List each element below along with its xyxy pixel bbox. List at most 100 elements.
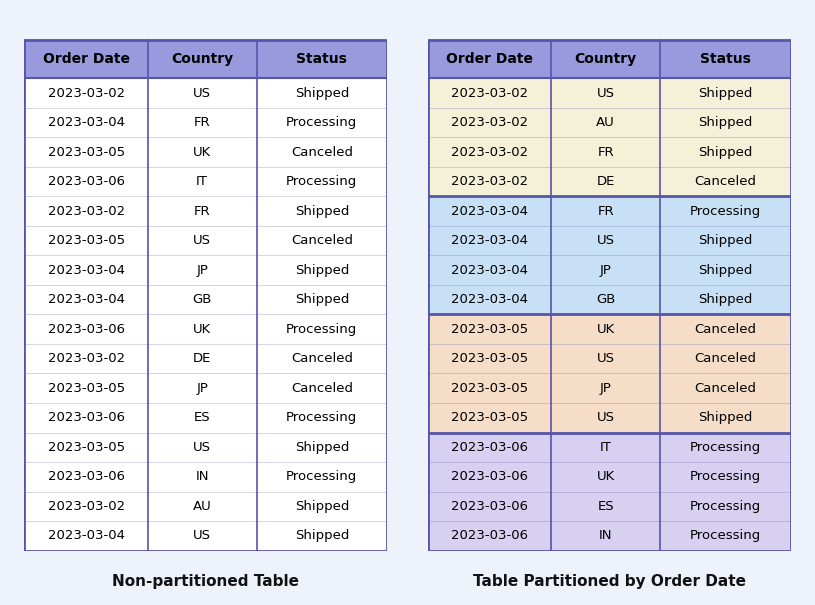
- Text: Shipped: Shipped: [295, 293, 349, 306]
- Text: Processing: Processing: [689, 441, 761, 454]
- Text: 2023-03-06: 2023-03-06: [451, 441, 528, 454]
- Text: 2023-03-04: 2023-03-04: [47, 116, 125, 129]
- Text: 2023-03-04: 2023-03-04: [47, 264, 125, 276]
- Text: Canceled: Canceled: [291, 234, 353, 247]
- Bar: [24, 197, 387, 226]
- Bar: [428, 40, 791, 79]
- Text: 2023-03-05: 2023-03-05: [451, 382, 528, 394]
- Text: FR: FR: [597, 204, 614, 218]
- Text: 2023-03-04: 2023-03-04: [451, 293, 528, 306]
- Text: Shipped: Shipped: [698, 234, 752, 247]
- Text: Status: Status: [700, 52, 751, 66]
- Bar: [428, 79, 791, 108]
- Text: IN: IN: [599, 529, 612, 542]
- Text: JP: JP: [196, 264, 208, 276]
- Text: 2023-03-06: 2023-03-06: [47, 411, 125, 424]
- Text: 2023-03-02: 2023-03-02: [451, 87, 528, 100]
- Text: 2023-03-06: 2023-03-06: [47, 175, 125, 188]
- Text: 2023-03-05: 2023-03-05: [451, 411, 528, 424]
- Text: Shipped: Shipped: [698, 87, 752, 100]
- Text: 2023-03-06: 2023-03-06: [451, 529, 528, 542]
- Bar: [24, 226, 387, 255]
- Text: Table Partitioned by Order Date: Table Partitioned by Order Date: [473, 574, 746, 589]
- Bar: [24, 137, 387, 167]
- Text: 2023-03-04: 2023-03-04: [47, 293, 125, 306]
- Text: UK: UK: [597, 470, 615, 483]
- Text: FR: FR: [597, 146, 614, 159]
- Bar: [24, 491, 387, 521]
- Bar: [428, 285, 791, 315]
- Text: Canceled: Canceled: [694, 352, 756, 365]
- Text: 2023-03-02: 2023-03-02: [451, 146, 528, 159]
- Text: Canceled: Canceled: [291, 382, 353, 394]
- Text: Processing: Processing: [689, 470, 761, 483]
- Text: UK: UK: [193, 146, 211, 159]
- Text: US: US: [193, 87, 211, 100]
- Text: 2023-03-06: 2023-03-06: [47, 470, 125, 483]
- Text: Country: Country: [575, 52, 637, 66]
- Bar: [24, 285, 387, 315]
- Text: US: US: [193, 234, 211, 247]
- Text: US: US: [193, 529, 211, 542]
- Text: US: US: [597, 87, 615, 100]
- Text: FR: FR: [194, 204, 210, 218]
- Text: Canceled: Canceled: [291, 352, 353, 365]
- Text: Country: Country: [171, 52, 233, 66]
- Text: AU: AU: [597, 116, 615, 129]
- Text: US: US: [597, 352, 615, 365]
- Text: IT: IT: [600, 441, 611, 454]
- Text: 2023-03-06: 2023-03-06: [451, 470, 528, 483]
- Text: Shipped: Shipped: [698, 146, 752, 159]
- Text: 2023-03-04: 2023-03-04: [47, 529, 125, 542]
- Text: 2023-03-05: 2023-03-05: [47, 234, 125, 247]
- Text: US: US: [597, 411, 615, 424]
- Text: Processing: Processing: [286, 322, 358, 336]
- Text: Order Date: Order Date: [42, 52, 130, 66]
- Text: Shipped: Shipped: [295, 87, 349, 100]
- Text: IT: IT: [196, 175, 208, 188]
- Text: Canceled: Canceled: [694, 322, 756, 336]
- Text: Status: Status: [297, 52, 347, 66]
- Text: 2023-03-05: 2023-03-05: [47, 382, 125, 394]
- Text: UK: UK: [193, 322, 211, 336]
- Text: 2023-03-06: 2023-03-06: [451, 500, 528, 513]
- Text: 2023-03-02: 2023-03-02: [47, 87, 125, 100]
- Text: JP: JP: [196, 382, 208, 394]
- Text: Processing: Processing: [689, 529, 761, 542]
- Bar: [428, 433, 791, 462]
- Bar: [428, 521, 791, 551]
- Text: 2023-03-04: 2023-03-04: [451, 234, 528, 247]
- Text: Shipped: Shipped: [698, 293, 752, 306]
- Text: Order Date: Order Date: [446, 52, 533, 66]
- Text: 2023-03-02: 2023-03-02: [451, 116, 528, 129]
- Text: Processing: Processing: [689, 204, 761, 218]
- Bar: [428, 403, 791, 433]
- Bar: [428, 197, 791, 226]
- Text: Processing: Processing: [286, 116, 358, 129]
- Bar: [24, 344, 387, 373]
- Text: US: US: [193, 441, 211, 454]
- Bar: [428, 167, 791, 197]
- Text: GB: GB: [596, 293, 615, 306]
- Text: Canceled: Canceled: [291, 146, 353, 159]
- Text: GB: GB: [192, 293, 212, 306]
- Text: 2023-03-04: 2023-03-04: [451, 264, 528, 276]
- Text: Shipped: Shipped: [295, 204, 349, 218]
- Text: Canceled: Canceled: [694, 175, 756, 188]
- Bar: [24, 521, 387, 551]
- Text: JP: JP: [600, 382, 611, 394]
- Bar: [24, 462, 387, 491]
- Text: 2023-03-04: 2023-03-04: [451, 204, 528, 218]
- Text: Shipped: Shipped: [295, 264, 349, 276]
- Text: 2023-03-05: 2023-03-05: [451, 322, 528, 336]
- Text: 2023-03-05: 2023-03-05: [47, 146, 125, 159]
- Bar: [24, 315, 387, 344]
- Text: Shipped: Shipped: [698, 411, 752, 424]
- Bar: [24, 403, 387, 433]
- Text: ES: ES: [597, 500, 614, 513]
- Bar: [428, 226, 791, 255]
- Text: UK: UK: [597, 322, 615, 336]
- Bar: [24, 40, 387, 79]
- Text: IN: IN: [196, 470, 209, 483]
- Text: Shipped: Shipped: [295, 529, 349, 542]
